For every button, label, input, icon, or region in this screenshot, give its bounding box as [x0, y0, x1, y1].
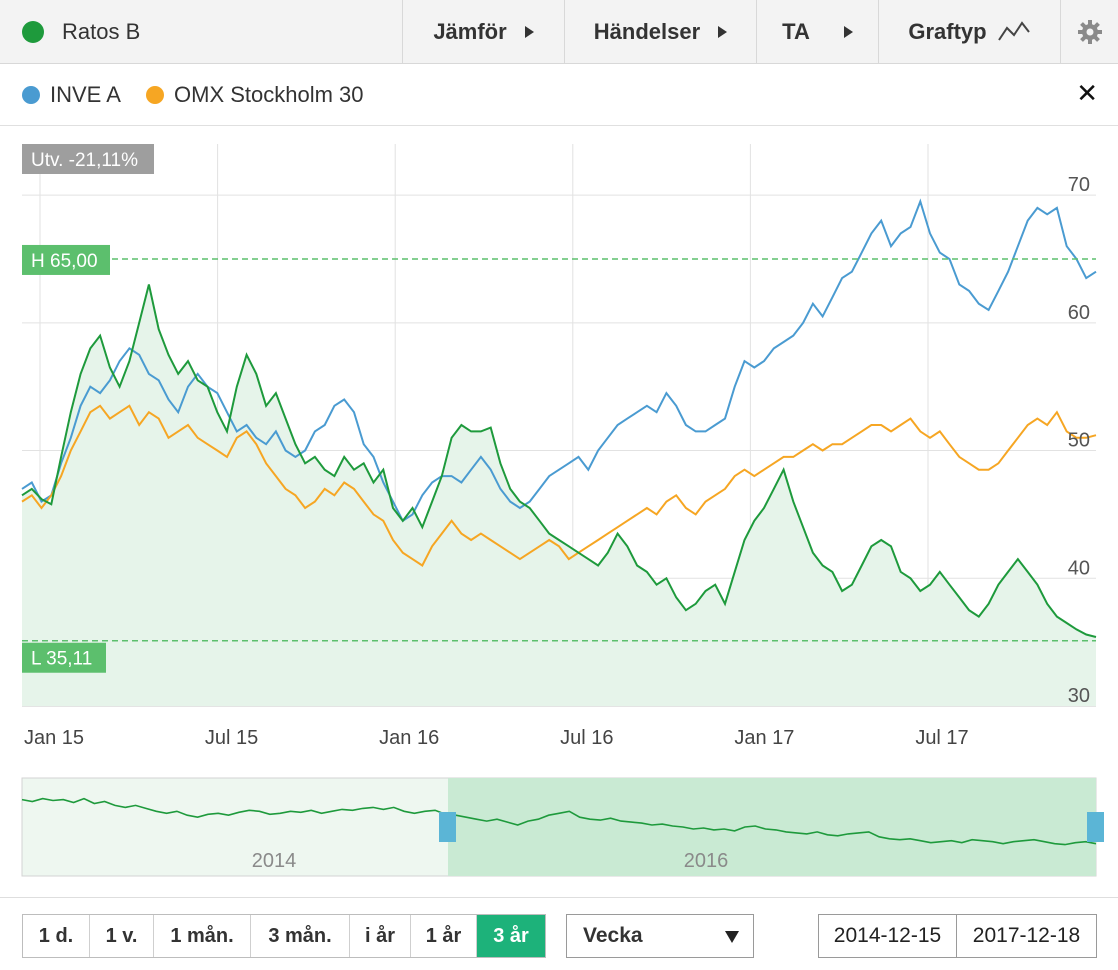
navigator-year-labels: 2014 2016 [252, 850, 729, 872]
x-tick-label: Jan 15 [24, 727, 84, 749]
chart-type-button-label: Graftyp [908, 18, 987, 44]
navigator-year-label: 2014 [252, 850, 297, 872]
close-icon[interactable]: ✕ [1076, 78, 1098, 108]
ta-button-label: TA [782, 18, 810, 44]
y-tick-label: 70 [1068, 174, 1090, 196]
dropdown-caret-icon [725, 931, 739, 943]
range-ytd-button[interactable]: i år [350, 915, 411, 957]
chart-toolbar: Ratos B Jämför Händelser TA Graftyp [0, 0, 1118, 64]
legend-item-inve-a[interactable]: INVE A [22, 82, 121, 108]
chart-series [21, 198, 1097, 706]
legend-color-dot [146, 86, 164, 104]
low-label: L 35,11 [31, 649, 92, 670]
interval-select-value: Vecka [583, 924, 643, 947]
range-1m-button[interactable]: 1 mån. [154, 915, 251, 957]
compare-button-label: Jämför [433, 18, 507, 44]
instrument-status-dot [22, 21, 44, 43]
x-tick-label: Jan 16 [379, 727, 439, 749]
navigator-line [21, 797, 1097, 846]
legend-color-dot [22, 86, 40, 104]
events-button[interactable]: Händelser [564, 0, 756, 63]
x-tick-label: Jul 15 [205, 727, 258, 749]
navigator-selection [448, 778, 1096, 876]
instrument-name: Ratos B [62, 19, 141, 44]
date-from-field[interactable]: 2014-12-15 [818, 914, 957, 958]
y-tick-label: 60 [1068, 302, 1090, 324]
x-axis-ticks: Jan 15 Jul 15 Jan 16 Jul 16 Jan 17 Jul 17 [24, 727, 969, 749]
inve-a-series-line [21, 198, 1097, 523]
date-from-value: 2014-12-15 [833, 924, 942, 947]
comparison-legend: INVE A OMX Stockholm 30 ✕ [0, 64, 1118, 126]
low-badge: L 35,11 [22, 642, 106, 673]
settings-button[interactable] [1060, 0, 1118, 63]
instrument-title[interactable]: Ratos B [0, 0, 140, 64]
omx-stockholm-30-series-line [21, 404, 1097, 567]
high-low-reference-lines [22, 258, 1096, 642]
navigator-year-label: 2016 [684, 850, 729, 872]
high-badge: H 65,00 [22, 244, 110, 275]
events-button-label: Händelser [593, 18, 701, 44]
compare-button[interactable]: Jämför [402, 0, 564, 63]
gear-icon [1077, 19, 1102, 44]
x-tick-label: Jan 17 [734, 727, 794, 749]
range-1w-button[interactable]: 1 v. [90, 915, 154, 957]
chart-type-button[interactable]: Graftyp [878, 0, 1060, 63]
range-1d-button[interactable]: 1 d. [23, 915, 90, 957]
y-tick-label: 30 [1068, 685, 1090, 707]
navigator-chart[interactable]: 2014 2016 [0, 770, 1118, 880]
range-1y-button[interactable]: 1 år [411, 915, 477, 957]
x-tick-label: Jul 17 [915, 727, 968, 749]
line-chart-icon [997, 20, 1030, 41]
change-label: Utv. -21,11% [31, 150, 138, 171]
interval-select[interactable]: Vecka [566, 914, 754, 958]
high-label: H 65,00 [31, 251, 98, 272]
navigator-left-handle[interactable] [439, 812, 456, 842]
range-selector: 1 d. 1 v. 1 mån. 3 mån. i år 1 år 3 år [22, 914, 546, 958]
range-3y-button[interactable]: 3 år [477, 915, 545, 957]
caret-right-icon [843, 25, 853, 38]
date-to-value: 2017-12-18 [972, 924, 1081, 947]
ratos-b-series-line [21, 284, 1097, 638]
y-tick-label: 40 [1068, 557, 1090, 579]
y-axis-ticks: 30 40 50 60 70 [1068, 174, 1090, 707]
y-tick-label: 50 [1068, 430, 1090, 452]
ta-button[interactable]: TA [756, 0, 878, 63]
caret-right-icon [524, 25, 534, 38]
divider [0, 897, 1118, 898]
date-to-field[interactable]: 2017-12-18 [956, 914, 1097, 958]
legend-label: INVE A [50, 82, 121, 107]
change-badge: Utv. -21,11% [22, 144, 154, 174]
x-tick-label: Jul 16 [560, 727, 613, 749]
range-3m-button[interactable]: 3 mån. [251, 915, 350, 957]
navigator-right-handle[interactable] [1087, 812, 1104, 842]
ratos-b-area [22, 284, 1096, 706]
caret-right-icon [718, 25, 728, 38]
legend-item-omx-stockholm-30[interactable]: OMX Stockholm 30 [146, 82, 364, 108]
legend-label: OMX Stockholm 30 [174, 82, 364, 107]
navigator-series [21, 797, 1097, 846]
